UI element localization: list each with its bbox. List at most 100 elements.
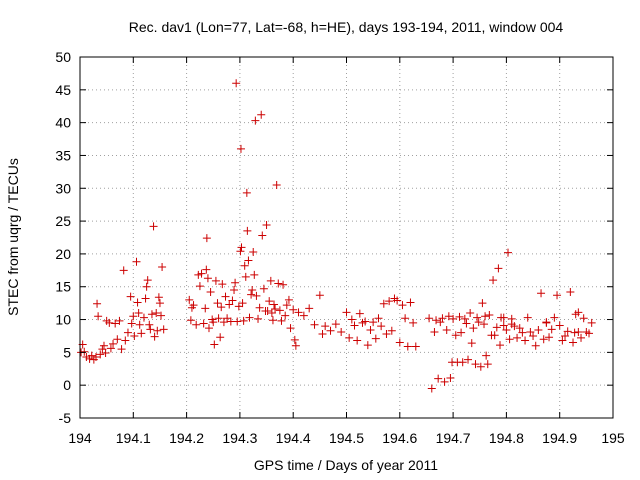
data-point: [558, 336, 567, 345]
data-point: [458, 358, 467, 367]
data-point: [427, 384, 436, 393]
data-point: [126, 292, 135, 301]
data-point: [531, 341, 540, 350]
data-point: [221, 292, 230, 301]
data-point: [387, 326, 396, 335]
data-point: [219, 318, 228, 327]
data-point: [147, 310, 156, 319]
data-point: [139, 313, 148, 322]
data-point: [563, 327, 572, 336]
data-point: [347, 315, 356, 324]
x-tick-label: 194.7: [436, 430, 471, 446]
y-tick-label: 15: [55, 279, 71, 295]
data-point: [214, 314, 223, 323]
data-point: [371, 334, 380, 343]
x-tick-label: 194.6: [382, 430, 417, 446]
data-point: [230, 286, 239, 295]
data-point: [195, 282, 204, 291]
data-point: [106, 344, 115, 353]
data-point: [574, 328, 583, 337]
data-point: [518, 328, 527, 337]
data-point: [241, 272, 250, 281]
data-point: [337, 328, 346, 337]
data-point: [315, 291, 324, 300]
data-point: [266, 276, 275, 285]
data-point: [96, 350, 105, 359]
data-point: [119, 266, 128, 275]
data-point: [197, 269, 206, 278]
data-point: [259, 284, 268, 293]
data-point: [321, 322, 330, 331]
y-tick-label: 50: [55, 49, 71, 65]
data-point: [211, 276, 220, 285]
y-tick-label: 0: [63, 377, 71, 393]
data-point: [282, 301, 291, 310]
data-point: [492, 323, 501, 332]
data-point: [299, 311, 308, 320]
data-point: [438, 314, 447, 323]
data-point: [430, 328, 439, 337]
data-point: [250, 270, 259, 279]
data-point: [369, 318, 378, 327]
data-point: [231, 278, 240, 287]
data-point: [225, 300, 234, 309]
data-point: [542, 318, 551, 327]
x-tick-label: 194.4: [276, 430, 311, 446]
data-point: [460, 314, 469, 323]
data-point: [142, 282, 151, 291]
data-point: [284, 295, 293, 304]
data-point: [466, 308, 475, 317]
data-point: [502, 326, 511, 335]
data-point: [240, 261, 249, 270]
data-point: [432, 316, 441, 325]
data-point: [385, 297, 394, 306]
data-point: [355, 309, 364, 318]
data-point: [350, 321, 359, 330]
y-tick-label: 30: [55, 180, 71, 196]
data-point: [133, 298, 142, 307]
data-point: [252, 291, 261, 300]
data-point: [577, 333, 586, 342]
data-point: [579, 314, 588, 323]
data-point: [529, 331, 538, 340]
data-point: [275, 306, 284, 315]
data-point: [132, 257, 141, 266]
data-point: [109, 339, 118, 348]
data-point: [130, 331, 139, 340]
data-point: [537, 289, 546, 298]
data-point: [476, 362, 485, 371]
data-point: [513, 333, 522, 342]
data-point: [213, 299, 222, 308]
x-tick-label: 194.5: [329, 430, 364, 446]
y-tick-label: 35: [55, 147, 71, 163]
data-point: [258, 231, 267, 240]
y-tick-label: 25: [55, 213, 71, 229]
data-point: [91, 352, 100, 361]
data-point: [569, 338, 578, 347]
y-tick-label: 40: [55, 115, 71, 131]
data-point: [503, 248, 512, 257]
data-point: [286, 324, 295, 333]
x-tick-label: 194.3: [222, 430, 257, 446]
data-point: [141, 294, 150, 303]
y-tick-label: 10: [55, 312, 71, 328]
data-point: [342, 308, 351, 317]
data-point: [134, 308, 143, 317]
data-point: [204, 324, 213, 333]
data-point: [550, 313, 559, 322]
data-point: [121, 336, 130, 345]
data-point: [271, 305, 280, 314]
data-point: [444, 312, 453, 321]
y-tick-label: 20: [55, 246, 71, 262]
data-point: [247, 290, 256, 299]
data-point: [105, 318, 114, 327]
data-point: [279, 280, 288, 289]
data-point: [98, 345, 107, 354]
data-point: [467, 339, 476, 348]
data-point: [515, 324, 524, 333]
x-tick-label: 194: [68, 430, 92, 446]
data-point: [236, 247, 245, 256]
data-point: [483, 360, 492, 369]
data-point: [82, 352, 91, 361]
data-point: [469, 324, 478, 333]
